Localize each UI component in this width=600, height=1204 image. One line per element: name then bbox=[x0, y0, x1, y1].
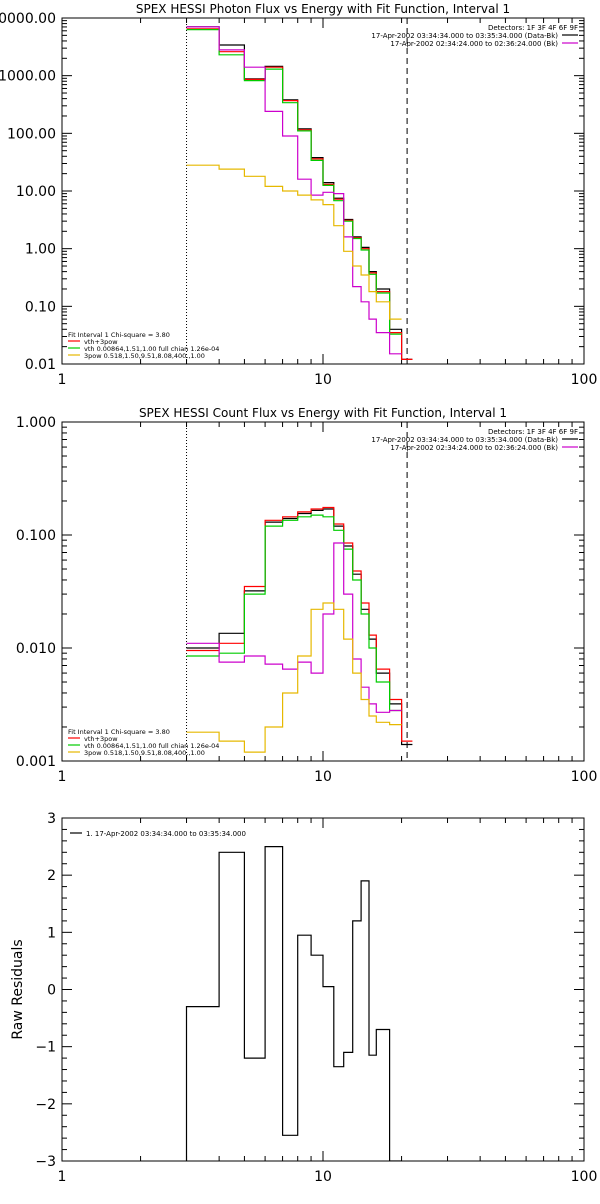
y-tick-label: 0.001 bbox=[16, 754, 56, 770]
y-tick-label: 1.000 bbox=[16, 415, 56, 431]
y-tick-label: −2 bbox=[35, 1097, 56, 1113]
y-tick-label: 1.00 bbox=[25, 242, 56, 258]
legend-entry: vth 0.00864,1.51,1.00 full chian 1.26e-0… bbox=[84, 742, 219, 750]
series-step-line-1 bbox=[185, 846, 402, 1161]
series-step-line-4 bbox=[186, 26, 402, 355]
x-tick-label: 100 bbox=[571, 769, 598, 785]
legend-entry: 3pow 0.518,1.50,9.51,8.08,400.,1.00 bbox=[84, 352, 205, 360]
x-tick-label: 100 bbox=[571, 372, 598, 388]
x-tick-label: 1 bbox=[58, 769, 67, 785]
y-tick-label: 0.100 bbox=[16, 528, 56, 544]
legend-entry: 3pow 0.518,1.50,9.51,8.08,400.,1.00 bbox=[84, 749, 205, 757]
legend-entry: 17-Apr-2002 02:34:24.000 to 02:36:24.000… bbox=[390, 444, 558, 452]
series-step-line-3 bbox=[186, 29, 402, 335]
y-tick-label: 3 bbox=[47, 811, 56, 827]
y-axis-label: Raw Residuals bbox=[10, 939, 26, 1039]
y-tick-label: 100.00 bbox=[7, 126, 56, 142]
plot-frame bbox=[61, 817, 585, 1162]
legend-entry: 17-Apr-2002 03:34:34.000 to 03:35:34.000… bbox=[371, 436, 558, 444]
y-tick-label: 0 bbox=[47, 983, 56, 999]
legend-entry: vth+3pow bbox=[84, 338, 118, 346]
x-tick-label: 10 bbox=[314, 1169, 332, 1185]
series-step-line-2 bbox=[186, 28, 413, 360]
legend-entry: Fit Interval 1 Chi-square = 3.80 bbox=[68, 331, 170, 339]
series-step-line-5 bbox=[186, 164, 402, 320]
y-tick-label: 0.01 bbox=[25, 357, 56, 373]
x-tick-label: 1 bbox=[58, 372, 67, 388]
y-tick-label: 1 bbox=[47, 925, 56, 941]
y-tick-label: 2 bbox=[47, 868, 56, 884]
legend-entry: Detectors: 1F 3F 4F 6F 9F bbox=[488, 428, 578, 436]
x-tick-label: 10 bbox=[314, 769, 332, 785]
series-step-line-1 bbox=[186, 26, 413, 360]
y-tick-label: 10.00 bbox=[16, 184, 56, 200]
x-tick-label: 10 bbox=[314, 372, 332, 388]
legend-entry: vth 0.00864,1.51,1.00 full chian 1.26e-0… bbox=[84, 345, 219, 353]
y-tick-label: −3 bbox=[35, 1154, 56, 1170]
plot-frame bbox=[61, 421, 585, 762]
legend-entry: Detectors: 1F 3F 4F 6F 9F bbox=[488, 24, 578, 32]
legend-entry: 17-Apr-2002 03:34:34.000 to 03:35:34.000… bbox=[371, 32, 558, 40]
x-tick-label: 100 bbox=[571, 1169, 598, 1185]
chart-title: SPEX HESSI Count Flux vs Energy with Fit… bbox=[139, 406, 507, 420]
legend-entry: 1. 17-Apr-2002 03:34:34.000 to 03:35:34.… bbox=[86, 830, 246, 838]
plot-frame bbox=[61, 17, 585, 365]
y-tick-label: 1000.00 bbox=[0, 69, 56, 85]
y-tick-label: −1 bbox=[35, 1040, 56, 1056]
legend-entry: vth+3pow bbox=[84, 735, 118, 743]
chart-title: SPEX HESSI Photon Flux vs Energy with Fi… bbox=[136, 2, 510, 16]
x-tick-label: 1 bbox=[58, 1169, 67, 1185]
chart-panel-2: SPEX HESSI Count Flux vs Energy with Fit… bbox=[16, 406, 597, 785]
chart-panel-1: SPEX HESSI Photon Flux vs Energy with Fi… bbox=[0, 2, 597, 388]
y-tick-label: 0.10 bbox=[25, 299, 56, 315]
y-tick-label: 0.010 bbox=[16, 641, 56, 657]
series-step-line-3 bbox=[186, 514, 402, 712]
series-step-line-2 bbox=[186, 506, 413, 742]
legend-entry: Fit Interval 1 Chi-square = 3.80 bbox=[68, 728, 170, 736]
series-step-line-5 bbox=[186, 602, 402, 753]
legend-entry: 17-Apr-2002 02:34:24.000 to 02:36:24.000… bbox=[390, 40, 558, 48]
series-step-line-1 bbox=[186, 508, 413, 746]
series-step-line-4 bbox=[186, 542, 402, 713]
